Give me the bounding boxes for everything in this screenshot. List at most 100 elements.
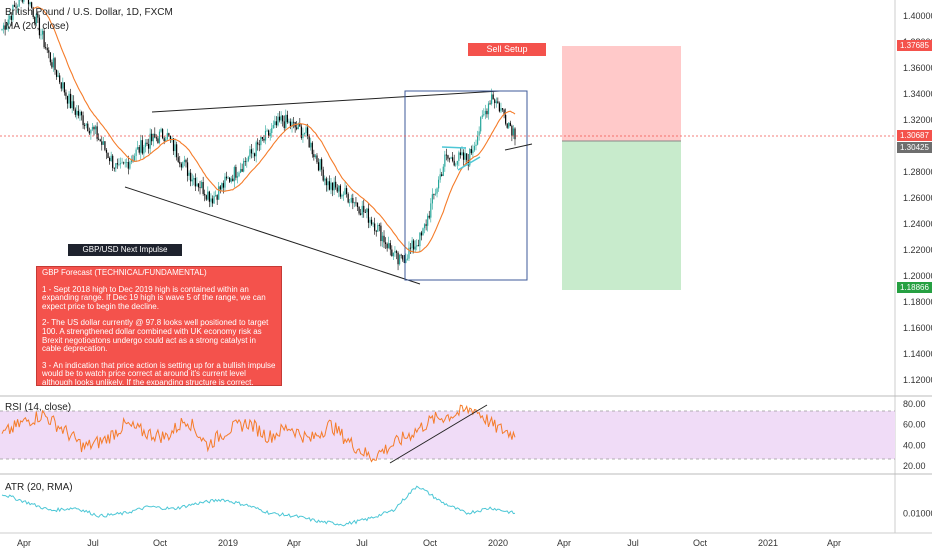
candle-body xyxy=(221,183,223,190)
candle-body xyxy=(43,30,45,48)
candle-body xyxy=(486,110,488,115)
candle-body xyxy=(107,152,109,159)
candle-body xyxy=(339,185,341,197)
candle-body xyxy=(374,223,376,231)
candle-body xyxy=(511,125,513,136)
candle-body xyxy=(238,172,240,177)
candle-body xyxy=(448,158,451,160)
candle-body xyxy=(335,181,337,188)
candle-body xyxy=(333,181,335,191)
time-tick-label: Oct xyxy=(423,538,438,548)
candle-body xyxy=(434,193,437,195)
candle-body xyxy=(166,133,168,140)
candle-body xyxy=(360,213,362,215)
candle-body xyxy=(501,108,504,110)
candle-body xyxy=(442,166,444,177)
candle-body xyxy=(129,162,131,169)
candle-body xyxy=(65,92,67,96)
candle-body xyxy=(274,121,276,126)
candle-body xyxy=(194,178,196,187)
time-tick-label: Apr xyxy=(557,538,571,548)
candle-body xyxy=(427,215,429,226)
candle-body xyxy=(233,167,235,182)
sell-setup-label[interactable]: Sell Setup xyxy=(468,43,546,56)
candle-body xyxy=(331,182,334,191)
candle-body xyxy=(317,162,320,171)
rsi-trendline[interactable] xyxy=(389,404,488,464)
candle-body xyxy=(224,176,226,188)
candle-body xyxy=(441,174,443,177)
candle-body xyxy=(63,82,65,93)
atr-pane[interactable] xyxy=(0,475,895,533)
candle-body xyxy=(456,160,458,165)
candle-body xyxy=(411,240,413,249)
candle-body xyxy=(200,182,203,188)
candle-body xyxy=(388,243,390,249)
candle-body xyxy=(34,16,36,24)
candle-body xyxy=(211,198,214,204)
candle-body xyxy=(230,178,232,182)
candle-body xyxy=(319,159,321,171)
price-tick-label: 1.22000 xyxy=(903,245,932,255)
candle-body xyxy=(116,163,118,165)
candle-body xyxy=(235,167,237,178)
candle-body xyxy=(361,205,363,215)
price-axis[interactable]: 1.400001.380001.360001.340001.320001.300… xyxy=(903,11,932,385)
candle-body xyxy=(254,153,256,157)
candle-body xyxy=(408,247,410,259)
candle-body xyxy=(208,191,210,202)
time-tick-label: Oct xyxy=(153,538,168,548)
candle-body xyxy=(49,52,51,63)
candle-body xyxy=(467,159,469,166)
candle-body xyxy=(121,162,123,164)
candle-body xyxy=(305,127,307,134)
candle-body xyxy=(108,158,111,162)
forecast-point-3: 3 - An indication that price action is s… xyxy=(42,360,276,386)
candle-body xyxy=(190,172,192,182)
time-axis[interactable]: Apr Jul Oct 2019 Apr Jul Oct 2020 Apr Jul Oct 2021 A… xyxy=(17,538,841,548)
lower-trendline[interactable] xyxy=(124,186,421,285)
candle-body xyxy=(383,235,385,243)
candle-body xyxy=(341,194,343,197)
candle-body xyxy=(469,148,471,166)
forecast-note[interactable]: GBP Forecast (TECHNICAL/FUNDAMENTAL) 1 -… xyxy=(36,266,282,386)
candle-body xyxy=(154,133,156,138)
candle-body xyxy=(480,117,482,132)
candle-body xyxy=(252,153,254,155)
candle-body xyxy=(137,147,139,150)
candle-body xyxy=(277,116,279,126)
candle-body xyxy=(227,177,229,179)
candle-body xyxy=(35,13,37,24)
candle-body xyxy=(60,82,62,89)
candle-body xyxy=(41,30,44,35)
impulse-label[interactable]: GBP/USD Next Impulse xyxy=(68,244,182,256)
candle-body xyxy=(324,178,326,181)
candle-body xyxy=(409,247,412,249)
time-tick-label: Apr xyxy=(17,538,31,548)
candle-body xyxy=(7,19,9,26)
candle-body xyxy=(85,123,87,126)
candle-body xyxy=(377,224,379,232)
candle-body xyxy=(168,133,170,136)
candle-body xyxy=(71,101,73,109)
candle-body xyxy=(336,187,338,192)
upper-trendline[interactable] xyxy=(151,90,501,113)
candle-body xyxy=(386,243,388,249)
candle-body xyxy=(255,142,257,157)
projection-line xyxy=(504,143,533,151)
candle-body xyxy=(345,188,348,195)
candle-body xyxy=(197,183,200,188)
candle-body xyxy=(163,138,165,142)
candle-body xyxy=(461,152,463,156)
candle-body xyxy=(216,195,218,200)
candle-body xyxy=(91,127,94,130)
candle-body xyxy=(32,7,34,17)
candle-body xyxy=(96,126,98,139)
focus-box[interactable] xyxy=(404,90,528,281)
candle-body xyxy=(271,128,273,133)
candle-body xyxy=(291,121,293,127)
candle-body xyxy=(447,155,449,159)
candle-body xyxy=(15,6,17,8)
candle-body xyxy=(350,197,352,203)
